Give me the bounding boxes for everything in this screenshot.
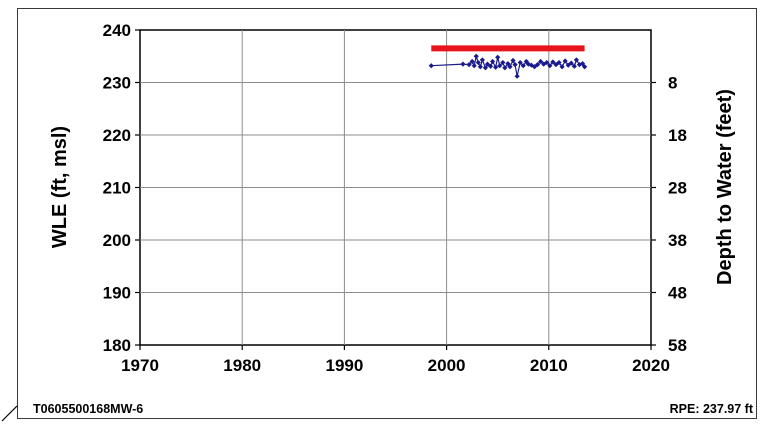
- data-point: [568, 60, 574, 66]
- data-point: [531, 64, 538, 70]
- x-tick-label: 1980: [223, 356, 261, 375]
- data-point: [514, 73, 520, 79]
- data-point: [495, 54, 501, 60]
- data-point: [497, 63, 503, 69]
- x-tick-label: 2020: [632, 356, 670, 375]
- data-point: [482, 65, 489, 71]
- y-tick-label: 240: [103, 21, 131, 40]
- x-tick-label: 1970: [121, 356, 159, 375]
- data-point: [460, 61, 466, 67]
- data-point: [477, 64, 483, 70]
- y2-tick-label: 38: [668, 231, 687, 250]
- y2-tick-label: 58: [668, 336, 687, 355]
- y-axis-title: WLE (ft, msl): [49, 126, 71, 248]
- data-point: [523, 58, 529, 65]
- data-point: [473, 53, 479, 59]
- y-tick-label: 180: [103, 336, 131, 355]
- data-point: [525, 61, 531, 67]
- data-point: [576, 62, 583, 68]
- y2-tick-label: 28: [668, 179, 687, 198]
- rpe-label: RPE: 237.97 ft: [669, 402, 753, 416]
- x-tick-label: 2010: [530, 356, 568, 375]
- data-point: [559, 64, 565, 70]
- data-point: [581, 64, 588, 70]
- data-point: [500, 59, 506, 66]
- data-point: [428, 63, 434, 69]
- y2-tick-label: 8: [668, 74, 677, 93]
- data-point: [550, 59, 556, 65]
- y-tick-label: 190: [103, 284, 131, 303]
- data-point: [553, 62, 559, 68]
- data-point: [471, 63, 477, 69]
- data-point: [571, 63, 577, 69]
- data-point: [469, 58, 475, 65]
- axis-ticks: 1970 1980 1990 2000 2010 2020 180 190 200 210 220 2…: [103, 21, 687, 375]
- y2-axis-title: Depth to Water (feet): [714, 89, 736, 285]
- data-point: [475, 59, 481, 66]
- data-point: [484, 61, 491, 67]
- x-tick-label: 2000: [428, 356, 466, 375]
- data-point: [512, 62, 518, 68]
- y-tick-label: 210: [103, 179, 131, 198]
- data-point: [556, 59, 562, 66]
- y-tick-label: 230: [103, 74, 131, 93]
- series-group: [428, 53, 588, 79]
- data-point: [493, 64, 499, 70]
- x-tick-label: 1990: [325, 356, 363, 375]
- data-point: [538, 58, 544, 65]
- well-id-label: T0605500168MW-6: [33, 402, 144, 416]
- y-tick-label: 220: [103, 126, 131, 145]
- data-point: [517, 59, 523, 66]
- data-point: [510, 57, 516, 64]
- y-tick-label: 200: [103, 231, 131, 250]
- frame-corner-mark: [1, 405, 18, 422]
- data-point: [573, 57, 579, 63]
- data-point: [507, 64, 513, 70]
- data-point: [502, 65, 508, 71]
- data-point: [534, 62, 541, 68]
- data-point: [562, 58, 568, 64]
- data-point: [466, 62, 472, 68]
- data-point: [520, 63, 526, 69]
- y2-tick-label: 18: [668, 126, 687, 145]
- data-point: [487, 63, 494, 69]
- data-point: [479, 57, 485, 63]
- y2-tick-label: 48: [668, 284, 687, 303]
- data-point: [547, 63, 553, 69]
- grid-lines: [140, 30, 651, 345]
- data-point: [489, 58, 496, 65]
- data-point: [565, 62, 571, 68]
- data-point: [544, 59, 550, 66]
- wle-series-line: [431, 53, 586, 77]
